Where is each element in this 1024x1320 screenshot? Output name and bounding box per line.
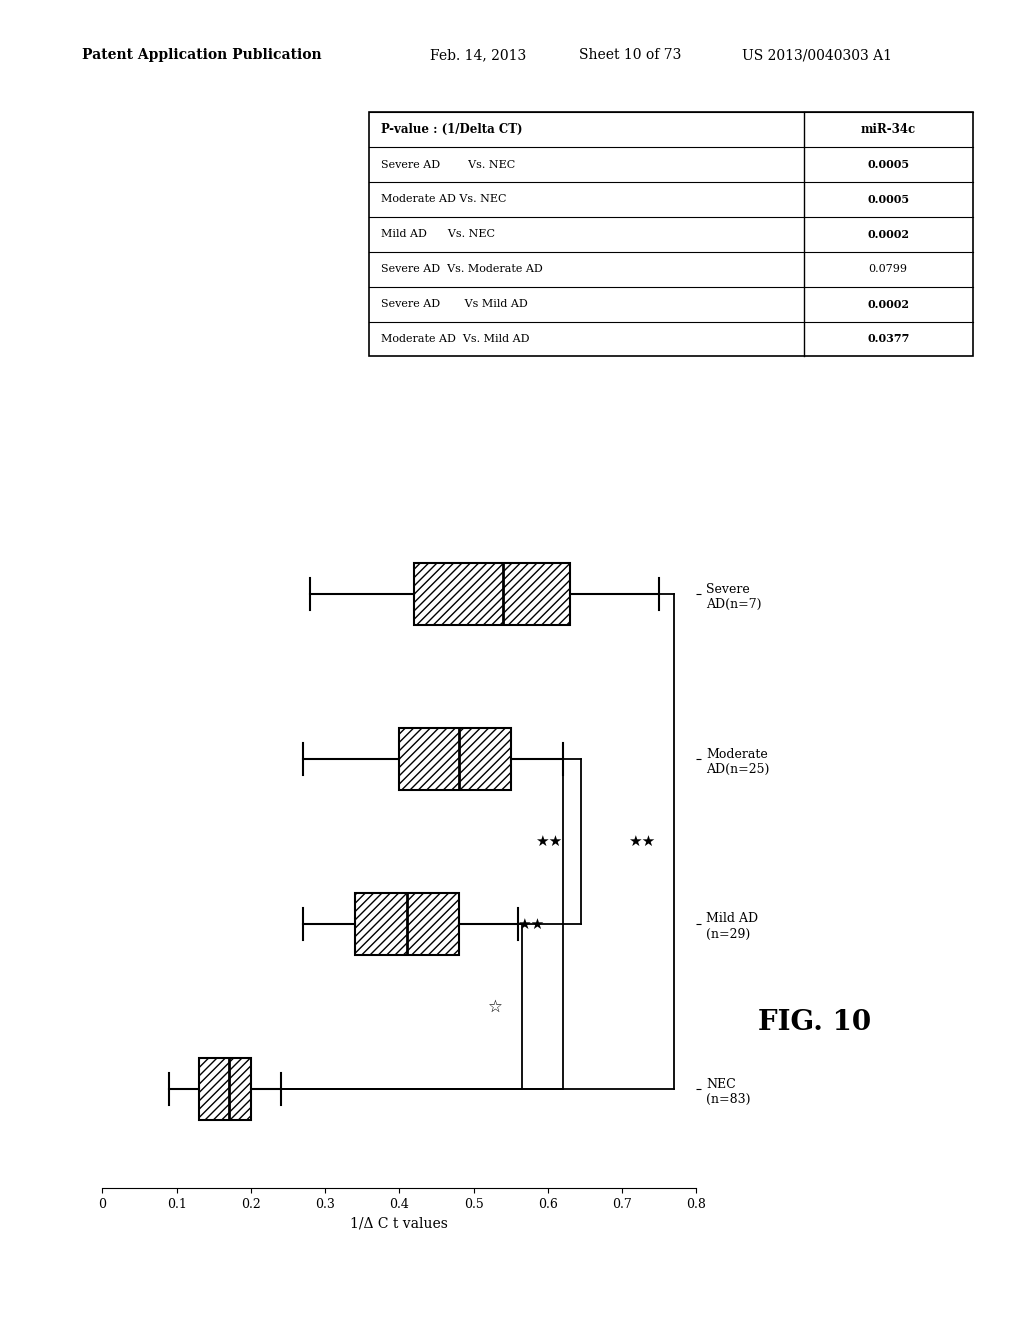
Text: Mild AD      Vs. NEC: Mild AD Vs. NEC bbox=[381, 230, 495, 239]
Text: 0.0002: 0.0002 bbox=[867, 228, 909, 240]
Text: Moderate AD Vs. NEC: Moderate AD Vs. NEC bbox=[381, 194, 506, 205]
Text: ★★: ★★ bbox=[629, 834, 655, 849]
Text: Severe AD        Vs. NEC: Severe AD Vs. NEC bbox=[381, 160, 515, 169]
Text: US 2013/0040303 A1: US 2013/0040303 A1 bbox=[742, 49, 892, 62]
Text: 0.0002: 0.0002 bbox=[867, 298, 909, 310]
Text: ☆: ☆ bbox=[488, 998, 503, 1015]
Text: Patent Application Publication: Patent Application Publication bbox=[82, 49, 322, 62]
X-axis label: 1/Δ C t values: 1/Δ C t values bbox=[350, 1216, 449, 1230]
Text: FIG. 10: FIG. 10 bbox=[758, 1008, 870, 1036]
Text: Sheet 10 of 73: Sheet 10 of 73 bbox=[579, 49, 681, 62]
PathPatch shape bbox=[355, 892, 459, 956]
Text: Moderate AD  Vs. Mild AD: Moderate AD Vs. Mild AD bbox=[381, 334, 529, 345]
Text: 0.0799: 0.0799 bbox=[868, 264, 907, 275]
Text: ★★: ★★ bbox=[536, 834, 563, 849]
PathPatch shape bbox=[399, 727, 511, 791]
Text: P-value : (1/Delta CT): P-value : (1/Delta CT) bbox=[381, 123, 522, 136]
Text: ★★: ★★ bbox=[517, 916, 544, 932]
Text: 0.0005: 0.0005 bbox=[867, 194, 909, 205]
Text: miR-34c: miR-34c bbox=[860, 123, 915, 136]
Text: Severe AD  Vs. Moderate AD: Severe AD Vs. Moderate AD bbox=[381, 264, 543, 275]
Text: Feb. 14, 2013: Feb. 14, 2013 bbox=[430, 49, 526, 62]
Text: 0.0377: 0.0377 bbox=[867, 334, 909, 345]
PathPatch shape bbox=[199, 1057, 251, 1121]
PathPatch shape bbox=[414, 562, 570, 626]
Text: 0.0005: 0.0005 bbox=[867, 158, 909, 170]
Text: Severe AD       Vs Mild AD: Severe AD Vs Mild AD bbox=[381, 300, 527, 309]
